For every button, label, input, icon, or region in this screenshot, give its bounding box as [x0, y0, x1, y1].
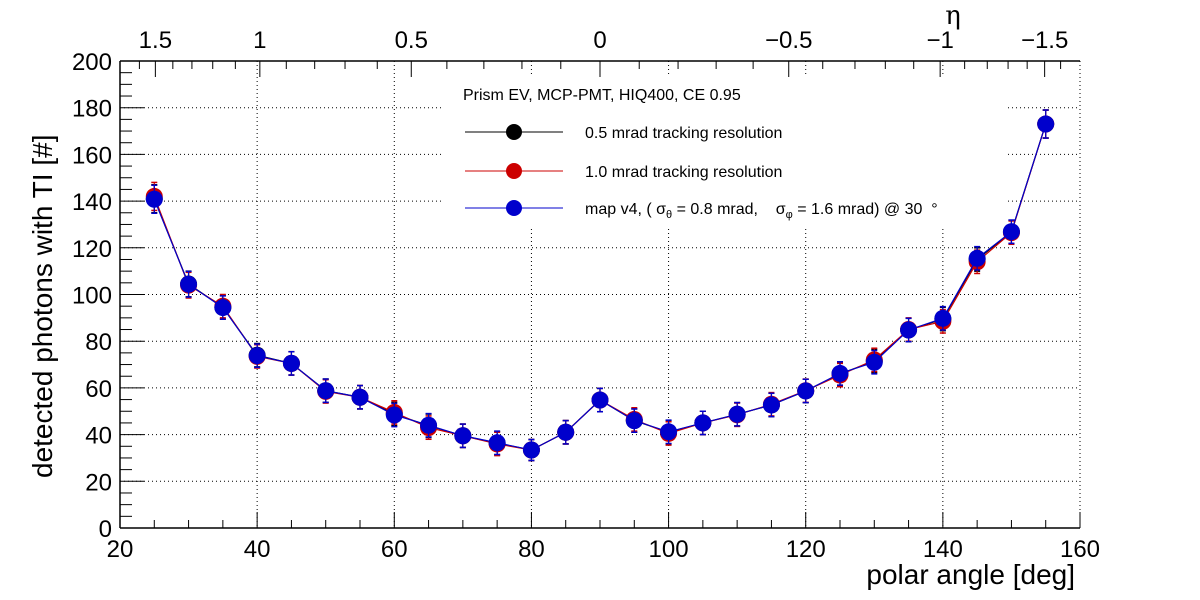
y-tick-label: 80 [85, 329, 112, 356]
legend-marker-2 [506, 200, 522, 216]
legend-marker-1 [506, 163, 522, 179]
x-tick-label: 80 [518, 536, 545, 563]
y-tick-label: 140 [72, 189, 112, 216]
y-tick-label: 100 [72, 283, 112, 310]
data-point [488, 434, 506, 452]
y-tick-label: 160 [72, 142, 112, 169]
data-point [420, 416, 438, 434]
legend-entry-2: map v4, ( σθ = 0.8 mrad, σφ = 1.6 mrad) … [465, 200, 938, 221]
x-axis-title: polar angle [deg] [866, 559, 1075, 590]
top-tick-label: 1.5 [139, 27, 172, 54]
legend-label-2-sub-phi: φ [786, 209, 793, 221]
legend-label-2-sub-theta: θ [666, 209, 672, 221]
data-point [968, 249, 986, 267]
data-point [625, 412, 643, 430]
legend-label-2-part-2: = 0.8 mrad, σ [672, 201, 786, 218]
axes: 20 40 60 80 100 120 140 16002040608010012014016… [72, 27, 1100, 563]
x-tick-label: 60 [381, 536, 408, 563]
y-tick-label: 180 [72, 96, 112, 123]
legend-label-2-part-4: = 1.6 mrad) @ 30 ° [793, 201, 938, 218]
data-point [214, 299, 232, 317]
data-point [351, 388, 369, 406]
legend-entry-1: 1.0 mrad tracking resolution [465, 163, 782, 181]
data-point [385, 406, 403, 424]
legend-entry-0: 0.5 mrad tracking resolution [465, 124, 782, 142]
top-tick-label: −1.5 [1021, 27, 1068, 54]
series-2 [145, 109, 1055, 462]
data-point [145, 190, 163, 208]
x-tick-label: 140 [923, 536, 963, 563]
y-tick-label: 60 [85, 376, 112, 403]
legend-box [442, 75, 1007, 228]
data-point [728, 405, 746, 423]
data-point [591, 391, 609, 409]
top-tick-label: −0.5 [765, 27, 812, 54]
top-tick-label: 0.5 [395, 27, 428, 54]
legend-label-1: 1.0 mrad tracking resolution [585, 164, 782, 181]
data-point [248, 347, 266, 365]
y-tick-label: 0 [99, 516, 112, 543]
top-axis-title: η [945, 1, 961, 31]
legend-title: Prism EV, MCP-PMT, HIQ400, CE 0.95 [463, 87, 741, 104]
data-point [180, 275, 198, 293]
data-point [1002, 223, 1020, 241]
y-axis-title: detected photons with TI [#] [27, 135, 58, 478]
y-tick-label: 40 [85, 423, 112, 450]
x-tick-label: 160 [1060, 536, 1100, 563]
top-tick-label: 0 [593, 27, 606, 54]
top-tick-label: 1 [253, 27, 266, 54]
data-point [831, 364, 849, 382]
data-point [454, 427, 472, 445]
y-tick-label: 200 [72, 49, 112, 76]
legend-label-2-part-0: map v4, ( σ [585, 201, 666, 218]
data-point [317, 382, 335, 400]
data-point [865, 353, 883, 371]
data-point [900, 321, 918, 339]
legend-marker-0 [506, 124, 522, 140]
data-point [934, 309, 952, 327]
x-tick-label: 40 [244, 536, 271, 563]
series-layer [145, 109, 1055, 462]
data-point [797, 382, 815, 400]
y-tick-label: 120 [72, 236, 112, 263]
x-tick-label: 20 [107, 536, 134, 563]
legend: Prism EV, MCP-PMT, HIQ400, CE 0.95 0.5 m… [442, 75, 1007, 228]
data-point [282, 354, 300, 372]
data-point [762, 396, 780, 414]
data-point [694, 414, 712, 432]
data-point [1037, 115, 1055, 133]
legend-label-0: 0.5 mrad tracking resolution [585, 125, 782, 142]
data-point [660, 423, 678, 441]
x-tick-label: 100 [649, 536, 689, 563]
data-point [522, 441, 540, 459]
x-tick-label: 120 [786, 536, 826, 563]
y-tick-label: 20 [85, 469, 112, 496]
legend-label-2: map v4, ( σθ = 0.8 mrad, σφ = 1.6 mrad) … [585, 201, 938, 221]
top-tick-label: −1 [926, 27, 953, 54]
data-point [557, 423, 575, 441]
